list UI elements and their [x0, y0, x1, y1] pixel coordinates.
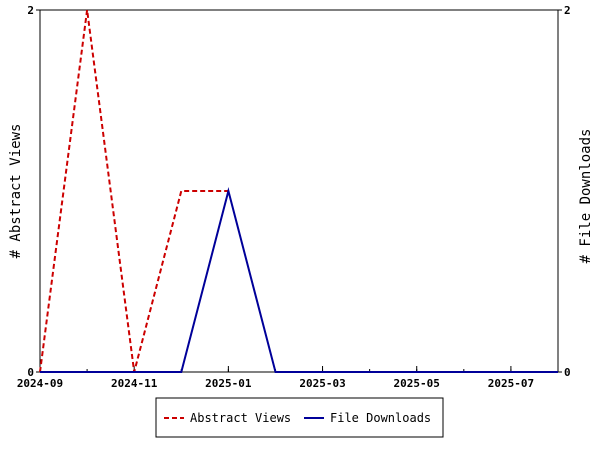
legend-label-abstract-views: Abstract Views — [190, 411, 291, 425]
legend-box — [155, 397, 444, 438]
x-tick-label: 2024-11 — [111, 377, 158, 390]
y-axis-right-title: # File Downloads — [578, 129, 594, 264]
series-line-file-downloads — [40, 187, 558, 373]
y-right-tick-label: 2 — [564, 4, 571, 17]
y-right-tick-label: 0 — [564, 366, 571, 379]
y-axis-left-title: # Abstract Views — [8, 124, 24, 259]
x-tick-label: 2024-09 — [17, 377, 63, 390]
x-tick-label: 2025-03 — [299, 377, 345, 390]
y-left-tick-label: 2 — [27, 4, 34, 17]
x-tick-label: 2025-07 — [488, 377, 534, 390]
x-tick-label: 2025-01 — [205, 377, 252, 390]
legend-label-file-downloads: File Downloads — [330, 411, 431, 425]
x-tick-label: 2025-05 — [394, 377, 440, 390]
series-layer — [39, 9, 558, 373]
legend: Abstract Views File Downloads — [155, 397, 444, 438]
y-left-tick-label: 0 — [27, 366, 34, 379]
plot-area — [39, 9, 559, 373]
y-axes: 0 2 0 2 — [27, 4, 570, 379]
